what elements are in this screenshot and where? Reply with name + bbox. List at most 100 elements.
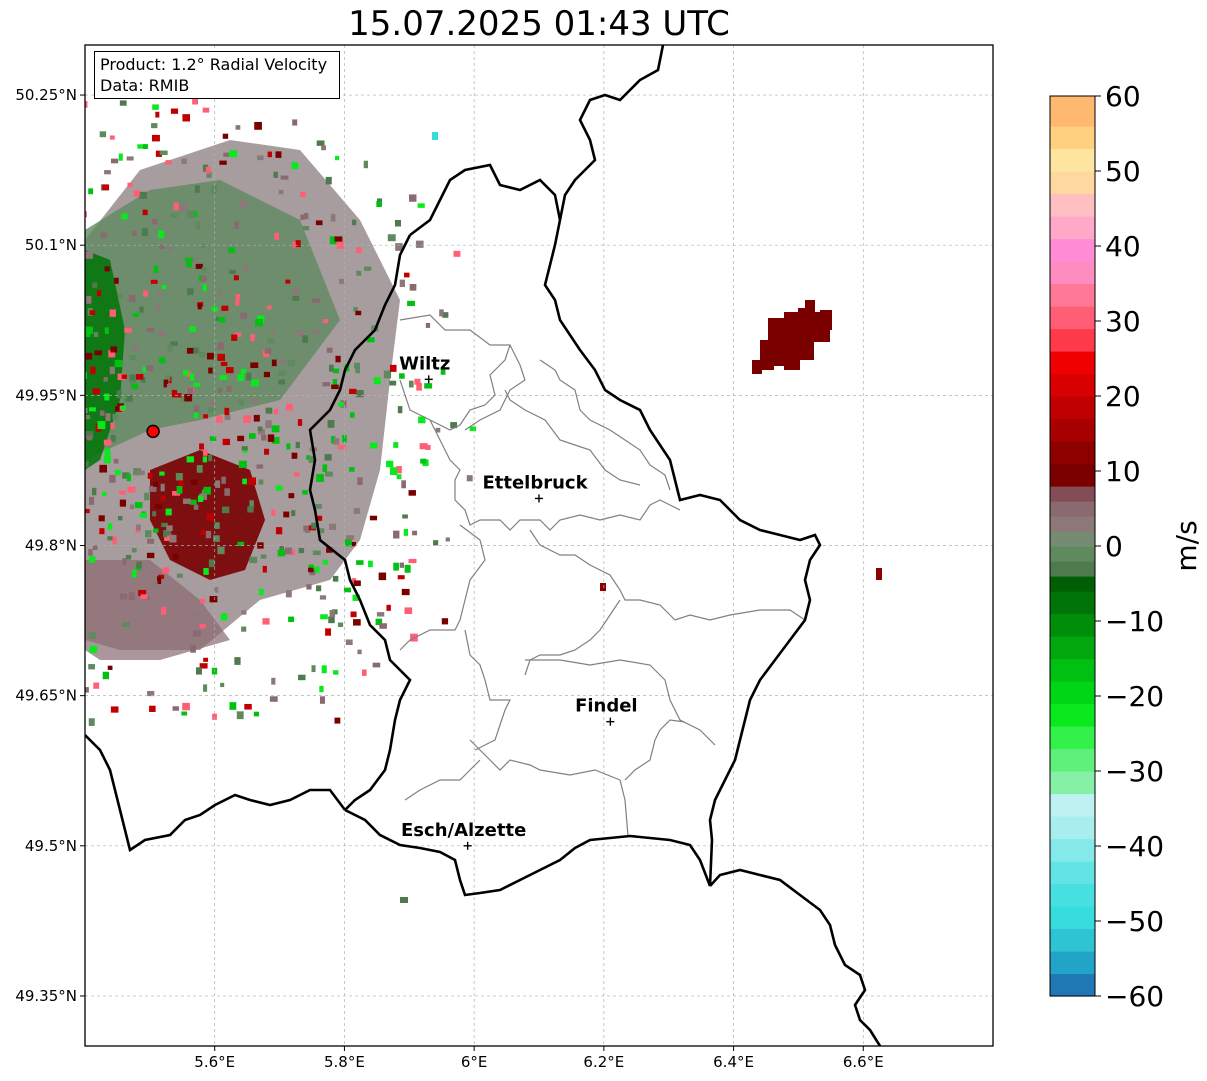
echo-speckle [77,362,81,369]
echo-speckle [151,218,158,225]
echo-speckle [399,279,406,288]
echo-speckle [49,447,56,454]
echo-speckle [320,614,328,620]
echo-speckle [165,160,172,165]
echo-speckle [244,703,252,710]
echo-speckle [104,448,111,456]
echo-speckle [234,221,239,229]
echo-speckle [234,332,242,337]
echo-speckle [271,437,280,444]
echo-speckle [117,373,126,381]
lon-tick-label: 5.6°E [194,1053,235,1071]
echo-speckle [424,383,433,389]
city-marker: Ettelbruck [482,472,589,503]
echo-speckle [291,162,299,170]
echo-speckle [139,512,148,518]
borders-layer [85,45,882,1046]
colorbar-segment [1050,463,1095,487]
colorbar-segment [1050,531,1095,547]
echo-speckle [316,585,322,592]
echo-speckle [202,164,209,172]
echo-speckle [175,473,183,481]
echo-speckle [217,291,223,297]
echo-speckle [322,464,328,472]
echo-speckle [4,346,9,354]
echo-speckle [122,472,130,479]
echo-speckle [376,201,382,208]
echo-speckle [151,123,158,129]
echo-speckle [0,650,5,657]
echo-speckle [357,649,362,655]
echo-speckle [120,405,127,410]
echo-speckle [187,210,195,218]
echo-speckle [181,158,187,164]
echo-speckle [196,465,203,473]
echo-speckle [256,464,264,469]
lat-tick-label: 49.65°N [15,687,77,705]
echo-speckle [163,379,169,388]
echo-speckle [16,477,24,484]
echo-speckle [0,239,4,247]
echo-speckle [264,348,272,354]
echo-speckle [62,291,68,297]
echo-speckle [182,114,191,122]
echo-speckle [291,452,298,459]
echo-speckle [162,567,170,574]
echo-speckle [166,383,173,389]
echo-speckle [99,131,107,138]
echo-speckle [223,152,230,157]
colorbar-tick-label: 40 [1105,230,1141,263]
echo-speckle [8,430,15,434]
echo-speckle [200,530,206,535]
echo-speckle [442,312,449,318]
colorbar-segment [1050,576,1095,592]
echo-field-west-green [85,180,340,460]
echo-speckle [271,330,277,335]
echo-speckle [110,706,119,713]
echo-speckle [316,140,325,146]
echo-speckle [313,566,320,574]
echo-speckle [156,576,162,585]
colorbar-segment [1050,261,1095,285]
echo-speckle [161,522,168,528]
echo-speckle [205,530,212,539]
echo-speckle [85,331,91,338]
echo-speckle [195,221,201,230]
echo-speckle [186,347,194,354]
echo-speckle [89,310,96,316]
echo-speckle [350,412,355,418]
echo-speckle [293,287,300,296]
echo-speckle [244,265,249,272]
echo-speckle [206,171,212,178]
echo-speckle [355,310,362,316]
echo-speckle [183,498,191,504]
echo-speckle [86,326,94,335]
echo-speckle [76,323,84,330]
echo-speckle [60,528,66,536]
echo-speckle [145,530,152,538]
echo-speckle [315,515,323,521]
lon-tick-label: 6.4°E [713,1053,754,1071]
echo-speckle [108,350,116,358]
echo-speckle [146,327,155,333]
echo-speckle [63,378,70,385]
echo-speckle [133,190,140,197]
echo-speckle [169,534,177,543]
echo-speckle [132,230,137,236]
colorbar-tick-label: −40 [1105,830,1164,863]
echo-speckle [325,628,332,636]
echo-speckle [303,213,309,220]
echo-speckle [43,298,47,303]
echo-speckle [52,470,57,477]
echo-speckle [19,454,25,460]
echo-speckle [88,188,94,195]
colorbar-tick-label: −50 [1105,905,1164,938]
echo-speckle [229,269,236,274]
echo-speckle [57,475,64,481]
echo-speckle [47,487,54,495]
echo-speckle [85,407,88,414]
echo-speckle [30,190,35,198]
echo-speckle [45,223,49,228]
colorbar-segment [1050,793,1095,817]
echo-speckle [132,312,140,318]
